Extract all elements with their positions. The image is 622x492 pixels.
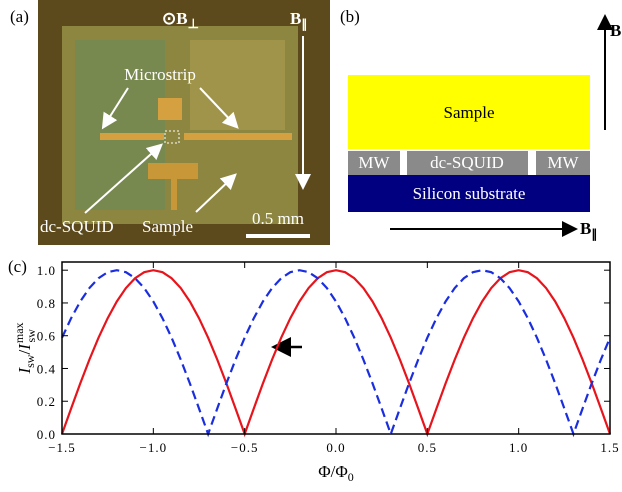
panel-label: (b) [340, 7, 360, 26]
arrow [195, 173, 237, 213]
y-tick-label: 0.0 [37, 427, 56, 442]
y-axis-label: Isw/Imaxsw [12, 322, 38, 374]
x-tick-label: 0.0 [326, 440, 345, 455]
chart: (c) Isw/Imaxsw Φ/Φ0 −1.5 −1.0 −0.5 0.0 0.5 1.… [8, 257, 619, 484]
annotation: Microstrip [124, 65, 196, 84]
layer [348, 75, 590, 149]
annotation: dc-SQUID [40, 217, 114, 236]
panel-label: (c) [8, 257, 27, 276]
data-line [60, 269, 612, 438]
y-tick-label: 0.2 [37, 394, 56, 409]
arrow [84, 143, 163, 214]
scale-label: 0.5 mm [252, 209, 304, 228]
y-tick-label: 0.4 [37, 361, 56, 376]
arrow [199, 87, 239, 129]
x-tick-label: −1.5 [48, 440, 76, 455]
y-tick-label: 0.6 [37, 329, 56, 344]
x-tick-label: 1.0 [509, 440, 528, 455]
layer-label: dc-SQUID [430, 153, 504, 172]
field-label: B∥ [290, 9, 307, 31]
plot-frame [61, 261, 611, 435]
scale-bar [246, 234, 310, 238]
y-tick-label: 1.0 [37, 263, 56, 278]
panel-label: (a) [10, 7, 29, 26]
layer-label: Silicon substrate [413, 184, 526, 203]
x-tick-label: 0.5 [418, 440, 437, 455]
layer-label: MW [547, 153, 579, 172]
annotation: Sample [142, 217, 193, 236]
photo [38, 0, 330, 245]
layer [348, 151, 400, 175]
field-label: B [610, 21, 621, 40]
layer-label: Sample [444, 103, 495, 122]
layer-label: MW [358, 153, 390, 172]
x-tick-label: 1.5 [600, 440, 619, 455]
x-tick-label: −0.5 [231, 440, 259, 455]
x-axis-label: Φ/Φ0 [318, 462, 354, 484]
arrow [101, 87, 129, 130]
layer [348, 175, 590, 212]
field-label: ⊙B⊥ [162, 9, 199, 31]
data-line [61, 269, 612, 438]
layer [407, 151, 528, 175]
layer [536, 151, 590, 175]
field-label: B∥ [580, 219, 597, 241]
x-tick-label: −1.0 [140, 440, 168, 455]
y-tick-label: 0.8 [37, 296, 56, 311]
